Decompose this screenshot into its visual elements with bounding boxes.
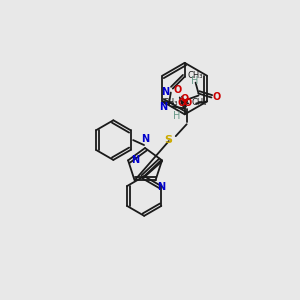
Text: N: N: [161, 86, 169, 97]
Text: CH₃: CH₃: [188, 71, 203, 80]
Text: N: N: [159, 102, 167, 112]
Text: N: N: [131, 155, 139, 165]
Text: H: H: [173, 111, 180, 122]
Text: H: H: [190, 76, 198, 85]
Text: CH₃: CH₃: [163, 98, 178, 107]
Text: O: O: [177, 98, 185, 108]
Text: S: S: [164, 135, 172, 145]
Text: O: O: [174, 85, 182, 94]
Text: O: O: [212, 92, 221, 103]
Text: O: O: [184, 98, 192, 108]
Text: N: N: [158, 182, 166, 192]
Text: CH₃: CH₃: [191, 98, 207, 107]
Text: N: N: [141, 134, 149, 144]
Text: O: O: [181, 94, 189, 104]
